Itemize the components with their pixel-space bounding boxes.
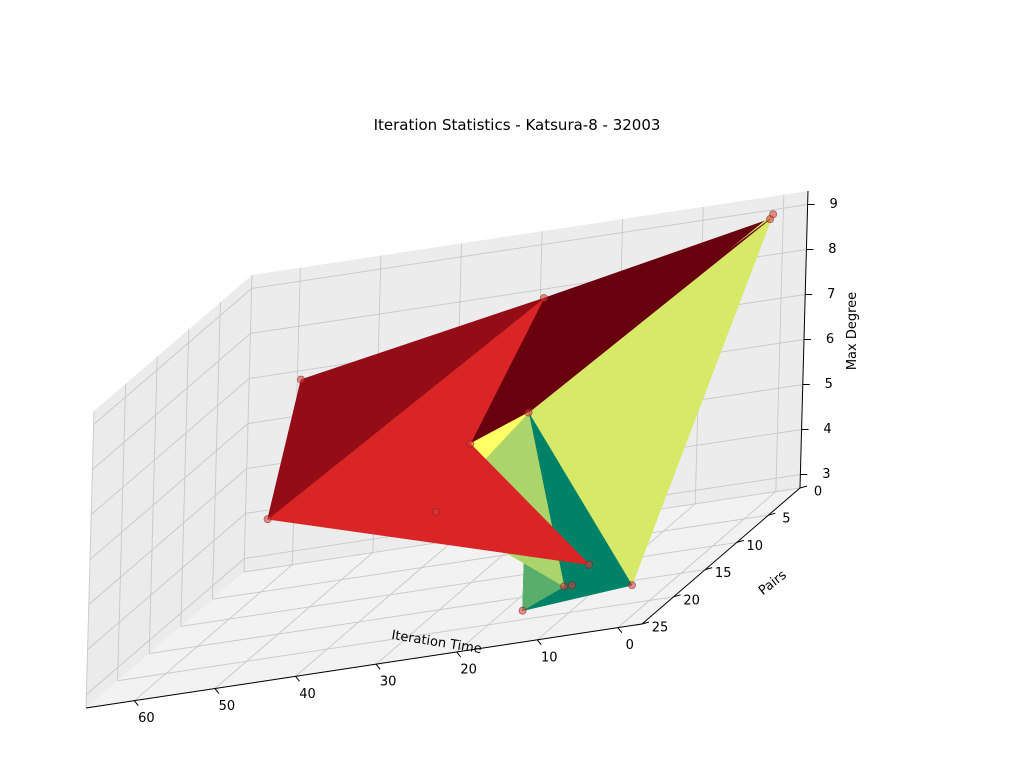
y-tick-mark <box>768 512 776 516</box>
z-tick-label: 7 <box>827 287 835 302</box>
data-point <box>568 581 577 590</box>
z-axis-label: Max Degree <box>845 292 860 370</box>
surface-face <box>267 297 545 520</box>
data-point <box>297 375 306 384</box>
chart-title: Iteration Statistics - Katsura-8 - 32003 <box>374 116 661 134</box>
x-tick-mark <box>295 676 300 682</box>
data-point <box>466 439 475 448</box>
data-point <box>524 408 533 417</box>
z-tick-label: 5 <box>825 377 833 392</box>
data-point <box>585 560 594 569</box>
grid-z-back <box>251 204 808 289</box>
x-tick-mark <box>536 639 542 646</box>
grid-y-floor <box>117 596 674 682</box>
y-tick-mark <box>705 567 713 571</box>
x-tick-mark <box>133 700 139 707</box>
grid-x-floor <box>617 491 777 628</box>
grid-x-floor <box>214 552 374 689</box>
surface-face <box>267 443 590 565</box>
y-tick-label: 25 <box>652 621 669 636</box>
data-points <box>263 210 778 615</box>
y-tick-label: 5 <box>782 512 790 527</box>
x-tick-mark <box>617 627 623 633</box>
data-point <box>518 606 527 615</box>
data-point <box>559 582 568 591</box>
x-tick-label: 10 <box>541 650 558 665</box>
x-tick-label: 0 <box>626 638 634 653</box>
x-tick-mark <box>375 663 381 670</box>
surface <box>267 213 774 611</box>
grid-x-floor <box>295 540 454 677</box>
data-point <box>769 210 778 219</box>
x-axis-line <box>85 623 643 709</box>
z-tick-label: 4 <box>823 422 831 437</box>
y-tick-mark <box>799 485 808 489</box>
tick-labels: 0 10 20 30 40 50 60 0 5 10 15 20 25 3 4 5 6 7 8 9 <box>133 197 838 726</box>
y-tick-label: 20 <box>683 593 700 608</box>
data-point <box>263 515 272 524</box>
x-tick-label: 20 <box>460 663 477 678</box>
grid-z-left <box>87 513 246 650</box>
x-tick-label: 60 <box>138 711 155 726</box>
grid-z-left <box>89 423 249 560</box>
y-axis-line <box>641 487 801 625</box>
y-tick-mark <box>736 539 744 543</box>
grid-x-floor <box>134 564 293 702</box>
grid-z-left <box>88 468 248 605</box>
x-tick-label: 50 <box>219 699 236 714</box>
y-axis-label: Pairs <box>756 568 790 599</box>
grid-z-left <box>90 378 250 515</box>
y-tick-label: 15 <box>715 566 732 581</box>
grid-z-left <box>92 333 251 470</box>
data-point <box>627 581 636 590</box>
z-tick-label: 9 <box>829 197 837 212</box>
grid-y-floor <box>180 541 737 627</box>
grid-z-left <box>86 558 245 695</box>
z-tick-label: 3 <box>822 467 830 482</box>
x-tick-mark <box>214 688 220 694</box>
x-tick-mark <box>456 651 462 658</box>
y-tick-label: 0 <box>814 485 822 500</box>
x-tick-label: 40 <box>299 687 316 702</box>
y-tick-mark <box>641 621 650 625</box>
y-tick-mark <box>673 594 681 598</box>
z-tick-label: 8 <box>828 242 836 257</box>
grid-y-floor <box>212 514 769 600</box>
x-tick-label: 30 <box>380 675 397 690</box>
grid-z-left <box>93 288 252 425</box>
z-tick-label: 6 <box>826 332 834 347</box>
data-point <box>431 507 440 516</box>
y-tick-label: 10 <box>747 539 764 554</box>
data-point <box>539 294 548 303</box>
